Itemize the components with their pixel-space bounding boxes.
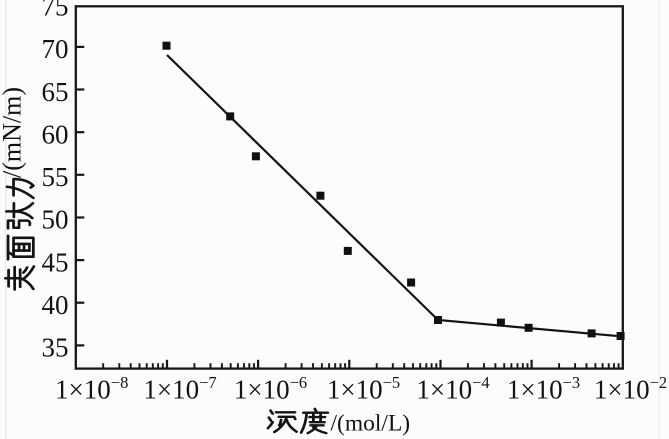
svg-text:40: 40 <box>42 290 69 320</box>
svg-text:50: 50 <box>42 205 69 235</box>
svg-text:75: 75 <box>42 0 69 22</box>
svg-text:45: 45 <box>42 247 69 277</box>
svg-text:1×10−4: 1×10−4 <box>416 373 489 405</box>
svg-text:35: 35 <box>42 333 69 363</box>
svg-text:60: 60 <box>42 119 69 149</box>
svg-text:/(mol/L): /(mol/L) <box>331 411 411 437</box>
svg-text:70: 70 <box>42 34 69 64</box>
svg-text:65: 65 <box>42 77 69 107</box>
svg-text:55: 55 <box>42 162 69 192</box>
svg-text:/(mN/m): /(mN/m) <box>0 87 27 178</box>
